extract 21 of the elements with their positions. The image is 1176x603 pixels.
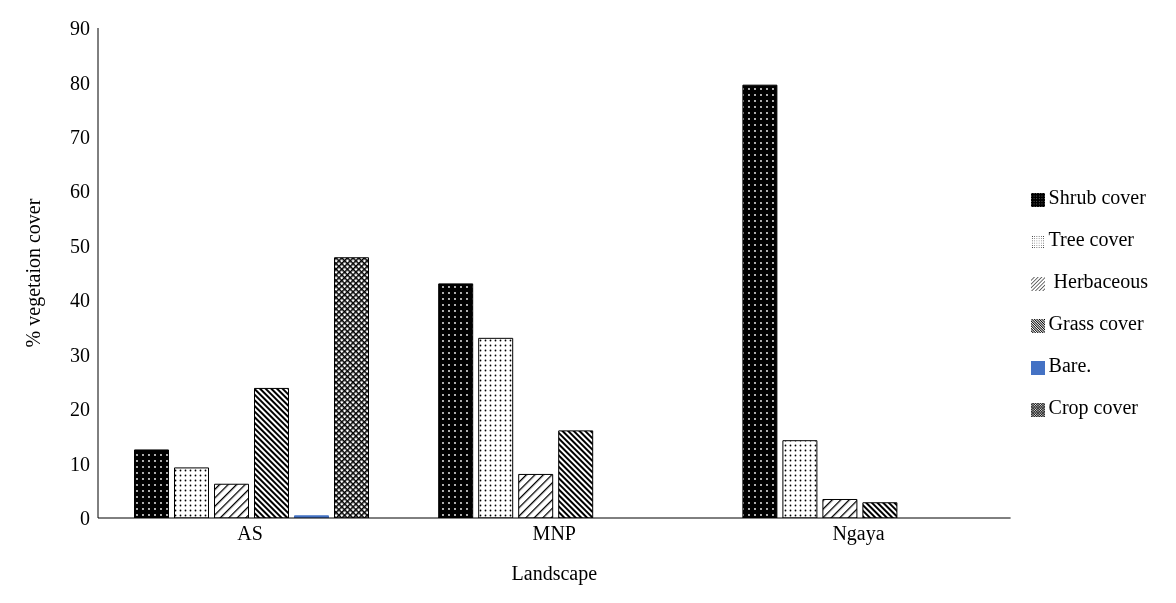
legend-label: Tree cover xyxy=(1048,228,1134,250)
legend-label: Crop cover xyxy=(1048,396,1139,418)
y-tick-label: 30 xyxy=(70,343,90,366)
y-tick-label: 40 xyxy=(70,289,90,312)
y-tick-label: 80 xyxy=(70,71,90,94)
legend-label: Grass cover xyxy=(1048,312,1144,334)
y-tick-label: 10 xyxy=(70,452,90,475)
y-tick-label: 70 xyxy=(70,125,90,148)
y-axis-title: % vegetaion cover xyxy=(22,198,46,348)
x-axis-title: Landscape xyxy=(511,562,598,585)
y-tick-label: 0 xyxy=(80,507,90,530)
x-tick-label: Ngaya xyxy=(832,522,885,546)
legend-label: Shrub cover xyxy=(1048,186,1146,208)
y-tick-label: 90 xyxy=(70,17,90,40)
x-tick-label: MNP xyxy=(532,522,576,545)
legend-label: Herbaceous xyxy=(1052,270,1148,292)
x-tick-label: AS xyxy=(237,522,263,545)
y-tick-label: 50 xyxy=(70,234,90,257)
y-tick-label: 20 xyxy=(70,398,90,421)
y-tick-label: 60 xyxy=(70,180,90,203)
legend-label: Bare. xyxy=(1048,354,1092,376)
